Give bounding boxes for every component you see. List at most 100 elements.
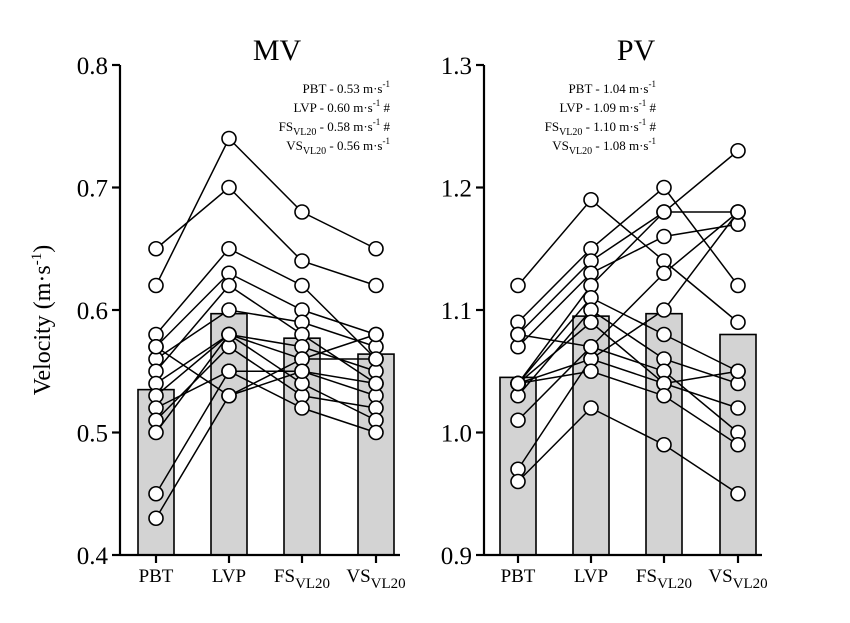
data-point <box>510 277 526 294</box>
data-point <box>368 277 384 294</box>
data-point <box>583 338 599 355</box>
subject-line <box>155 186 377 287</box>
data-point <box>656 179 672 196</box>
y-tick-label: 1.1 <box>441 298 472 325</box>
subject-line <box>517 345 739 434</box>
data-point <box>294 363 310 380</box>
y-tick-label: 0.8 <box>77 53 108 80</box>
y-tick-label: 1.3 <box>441 53 472 80</box>
x-tick-label: LVP <box>574 566 608 587</box>
subject-line <box>155 370 377 495</box>
data-point <box>510 326 526 343</box>
x-tick-label: PBT <box>501 566 536 587</box>
y-tick-label: 0.7 <box>77 176 108 203</box>
data-point <box>656 228 672 245</box>
data-point <box>148 485 164 502</box>
data-point <box>221 326 237 343</box>
data-point <box>148 277 164 294</box>
data-point <box>221 302 237 318</box>
data-point <box>368 424 384 441</box>
data-point <box>730 400 746 416</box>
data-point <box>221 363 237 380</box>
subject-line <box>155 333 376 397</box>
subject-line <box>155 137 377 286</box>
mean-annotation: VSVL20 - 0.56 m·s-1 <box>286 136 390 157</box>
y-axis-label: Velocity (m·s-1) <box>29 245 56 395</box>
data-point <box>148 510 164 527</box>
subject-line <box>517 211 739 348</box>
data-point <box>510 375 526 392</box>
data-point <box>730 363 746 380</box>
data-point <box>656 326 672 343</box>
data-point <box>656 387 672 404</box>
data-point <box>730 142 746 159</box>
chart-title: MV <box>253 34 302 67</box>
x-tick-label: VSVL20 <box>708 566 767 592</box>
data-point <box>656 265 672 282</box>
subject-line <box>155 333 377 519</box>
data-point <box>148 240 164 257</box>
subject-line <box>517 150 739 384</box>
data-point <box>510 473 526 490</box>
data-point <box>148 424 164 441</box>
data-point <box>368 326 384 343</box>
x-tick-label: PBT <box>139 566 174 587</box>
panel-mv: MV 0.4 0.5 0.6 0.7 0.8 PBT LVP FSVL20 VSVL20 PBT -… <box>29 34 406 592</box>
subject-line <box>517 321 739 409</box>
y-tick-label: 1.2 <box>441 176 472 203</box>
data-point <box>221 387 237 404</box>
subject-line <box>517 211 739 470</box>
data-point <box>221 130 237 147</box>
mean-annotation: LVP - 0.60 m·s-1 # <box>294 98 391 115</box>
subject-line <box>517 223 739 348</box>
y-tick-label: 0.9 <box>441 543 472 570</box>
mean-annotation: FSVL20 - 0.58 m·s-1 # <box>279 117 391 138</box>
data-point <box>656 302 672 318</box>
y-tick-label: 0.4 <box>77 543 109 570</box>
bar-vs <box>357 353 395 556</box>
x-tick-label: FSVL20 <box>274 566 330 592</box>
data-point <box>294 277 310 294</box>
data-point <box>583 363 599 380</box>
chart-title: PV <box>617 34 656 67</box>
data-point <box>730 485 746 502</box>
data-point <box>656 436 672 453</box>
data-point <box>368 351 384 367</box>
data-point <box>294 204 310 220</box>
x-tick-label: VSVL20 <box>346 566 405 592</box>
mean-annotation: VSVL20 - 1.08 m·s-1 <box>552 136 656 157</box>
x-tick-label: LVP <box>212 566 246 587</box>
data-point <box>221 277 237 294</box>
subject-line <box>517 407 739 495</box>
data-point <box>294 400 310 416</box>
data-point <box>510 412 526 429</box>
subject-line <box>517 370 739 446</box>
data-point <box>730 277 746 294</box>
data-point <box>730 204 746 220</box>
data-point <box>368 240 384 257</box>
mean-annotation: LVP - 1.09 m·s-1 # <box>560 98 657 115</box>
y-tick-label: 1.0 <box>441 421 472 448</box>
subject-line <box>517 198 739 323</box>
mean-annotation: PBT - 0.53 m·s-1 <box>303 79 390 96</box>
x-tick-label: FSVL20 <box>636 566 692 592</box>
subject-line <box>517 211 738 336</box>
data-point <box>221 240 237 257</box>
subject-line <box>517 186 739 323</box>
data-point <box>583 191 599 208</box>
y-tick-label: 0.6 <box>77 298 108 325</box>
data-point <box>730 436 746 453</box>
data-point <box>221 179 237 196</box>
data-point <box>656 204 672 220</box>
data-point <box>368 375 384 392</box>
subject-line <box>155 247 377 360</box>
subject-line <box>155 346 377 397</box>
subject-line <box>155 333 377 433</box>
panel-pv: PV 0.9 1.0 1.1 1.2 1.3 PBT LVP FSVL20 VSVL20 PBT -… <box>441 34 768 592</box>
data-point <box>294 253 310 269</box>
subject-line <box>517 358 739 385</box>
data-point <box>730 314 746 331</box>
data-point <box>583 400 599 416</box>
data-point <box>148 338 164 355</box>
